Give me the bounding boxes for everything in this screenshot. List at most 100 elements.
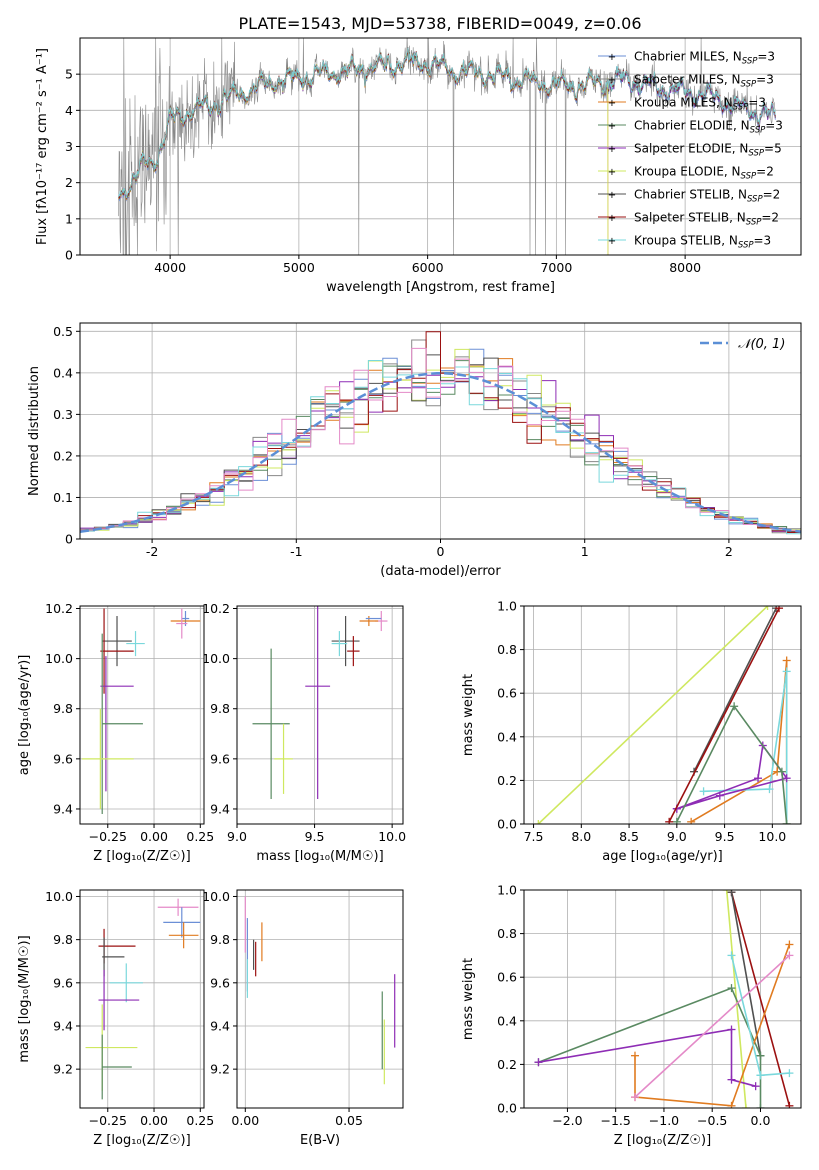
x-tick-label: 8.0	[571, 829, 591, 844]
legend-label: 𝒩(0, 1)	[738, 337, 785, 352]
weight-point-marker	[722, 890, 731, 894]
weight-point-marker	[534, 820, 543, 824]
errorbar-point	[109, 963, 143, 1003]
weight-point-marker	[785, 1069, 794, 1078]
x-tick-label: −2.0	[552, 1113, 582, 1128]
legend-marker: +	[608, 121, 616, 132]
y-tick-label: 0.0	[497, 817, 517, 832]
spectrum-model-line	[118, 47, 776, 199]
panel-residuals: -2 -1 0 1 2 0 0.1 0.2 0.3 0.4 0.5 (data-model)/erro…	[27, 322, 802, 579]
x-axis-label: (data-model)/error	[380, 564, 501, 579]
normal-curve	[80, 372, 801, 533]
weight-series-line	[730, 892, 762, 1056]
errorbar-point	[157, 898, 199, 916]
panel-spectrum: 4000 5000 6000 7000 8000 0 1 2 3 4 5 wavelength [An…	[35, 37, 802, 295]
weight-series-line	[538, 1028, 756, 1087]
weight-point-marker	[751, 1082, 760, 1091]
x-tick-label: 8000	[669, 260, 701, 275]
weight-point-marker	[754, 774, 763, 783]
y-tick-label: 9.8	[210, 932, 230, 947]
errorbar-point	[305, 606, 331, 799]
plot-area-mass-ebv	[244, 896, 396, 1085]
plot-area-spectrum	[118, 38, 776, 255]
weight-series-line	[703, 671, 788, 824]
y-tick-label: 0.6	[497, 686, 517, 701]
x-tick-label: 0.00	[140, 829, 168, 844]
y-tick-label: 0.8	[497, 926, 517, 941]
weight-point-marker	[727, 951, 736, 960]
y-tick-label: 0.8	[497, 642, 517, 657]
errorbar-point	[331, 616, 360, 667]
errorbar-point	[163, 907, 201, 938]
y-tick-label: 0.4	[497, 729, 517, 744]
axes-frame	[236, 605, 404, 825]
y-tick-label: 10.2	[45, 601, 73, 616]
legend-label: Chabrier STELIB, NSSP=2	[634, 188, 780, 205]
y-tick-label: 0.4	[53, 365, 73, 380]
x-tick-label: 9.5	[715, 829, 735, 844]
axes-frame	[523, 889, 802, 1109]
legend-label: Salpeter MILES, NSSP=3	[634, 73, 774, 90]
plot-area-residuals	[80, 331, 801, 535]
x-tick-label: −1.0	[649, 1113, 679, 1128]
weight-point-marker	[727, 984, 736, 993]
weight-series-line	[676, 704, 788, 824]
panel-weight-age: 7.5 8.0 8.5 9.0 9.5 10.0 0.0 0.2 0.4 0.6 0.8 1.0 age…	[461, 599, 802, 864]
x-tick-label: 0.00	[140, 1113, 168, 1128]
x-tick-label: -1	[290, 544, 302, 559]
x-tick-label: 7000	[540, 260, 572, 275]
weight-point-marker	[782, 774, 791, 783]
y-tick-label: 9.8	[53, 701, 73, 716]
panel-weight-z: −2.0 −1.5 −1.0 −0.5 0.0 0.0 0.2 0.4 0.6 0.8 1.0 Z […	[461, 883, 802, 1148]
errorbar-point	[274, 723, 293, 794]
weight-point-marker	[715, 791, 724, 800]
x-axis-label: Z [log₁₀(Z/Z☉)]	[614, 1133, 711, 1148]
y-tick-label: 10.0	[202, 889, 230, 904]
x-tick-label: 10.0	[378, 829, 406, 844]
x-tick-label: -2	[146, 544, 158, 559]
y-tick-label: 9.4	[210, 1018, 230, 1033]
weight-series-line	[730, 891, 791, 1107]
weight-point-marker	[777, 767, 786, 776]
errorbar-point	[347, 636, 360, 667]
errorbar-point	[331, 631, 348, 657]
y-tick-label: 9.2	[210, 1062, 230, 1077]
weight-point-marker	[756, 1104, 765, 1108]
axes-frame	[236, 889, 404, 1109]
y-tick-label: 0.2	[497, 1057, 517, 1072]
legend-marker: +	[608, 236, 616, 247]
plot-area-weight-age	[534, 606, 791, 824]
errorbar-point	[126, 631, 145, 657]
x-tick-label: 0.05	[335, 1113, 363, 1128]
legend-label: Chabrier ELODIE, NSSP=3	[634, 119, 783, 136]
y-tick-label: 10.2	[202, 601, 230, 616]
y-tick-label: 9.4	[53, 801, 73, 816]
weight-point-marker	[782, 656, 791, 665]
legend-marker: +	[608, 167, 616, 178]
y-axis-label: mass weight	[461, 958, 476, 1040]
weight-series-line	[634, 954, 790, 1098]
errorbar-point	[359, 616, 379, 627]
weight-point-marker	[756, 1071, 765, 1080]
plot-area-age-z	[81, 608, 201, 814]
errorbar-point	[168, 922, 199, 949]
x-tick-label: 0	[437, 544, 445, 559]
y-tick-label: 10.0	[45, 889, 73, 904]
weight-series-line	[668, 607, 780, 823]
weight-point-marker	[785, 940, 794, 949]
y-tick-label: 5	[65, 67, 73, 82]
x-axis-label: E(B-V)	[300, 1133, 340, 1148]
weight-point-marker	[765, 785, 774, 794]
y-tick-label: 0.5	[53, 324, 73, 339]
y-tick-label: 9.4	[210, 801, 230, 816]
x-tick-label: −0.25	[89, 1113, 127, 1128]
weight-point-marker	[727, 1025, 736, 1034]
x-tick-label: 1	[581, 544, 589, 559]
panel-mass-ebv: 0.00 0.05 9.2 9.4 9.6 9.8 10.0 E(B-V)	[202, 889, 404, 1148]
weight-point-marker	[699, 787, 708, 796]
y-tick-label: 0.3	[53, 407, 73, 422]
y-tick-label: 9.6	[210, 751, 230, 766]
weight-point-marker	[756, 1051, 765, 1060]
spectrum-legend: + Chabrier MILES, NSSP=3 + Salpeter MILES, …	[598, 50, 783, 251]
